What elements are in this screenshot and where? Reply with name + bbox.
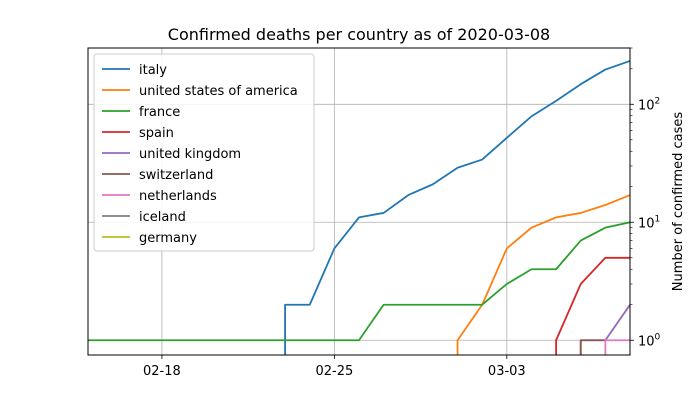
series-line-switzerland bbox=[579, 339, 606, 355]
legend-label-germany: germany bbox=[139, 231, 197, 246]
legend-label-italy: italy bbox=[139, 63, 167, 78]
series-line-netherlands bbox=[604, 339, 630, 355]
legend-label-switzerland: switzerland bbox=[139, 168, 213, 183]
legend-label-iceland: iceland bbox=[139, 210, 186, 225]
series-line-italy bbox=[284, 60, 630, 355]
series-line-spain bbox=[555, 256, 630, 355]
legend-box bbox=[93, 53, 315, 252]
x-tick-label: 02-18 bbox=[143, 364, 181, 379]
plot-frame bbox=[87, 47, 631, 356]
x-tick-label: 03-03 bbox=[488, 364, 526, 379]
series-layer bbox=[88, 60, 630, 355]
series-line-united-states-of-america bbox=[456, 194, 630, 355]
x-axis: 02-18 02-25 03-03 bbox=[143, 355, 526, 379]
y-axis-title: Number of confirmed cases bbox=[671, 112, 686, 292]
x-tick-label: 02-25 bbox=[315, 364, 353, 379]
legend-label-spain: spain bbox=[139, 126, 174, 141]
y-axis: 100 101 102 bbox=[630, 47, 661, 349]
legend-label-united-kingdom: united kingdom bbox=[139, 147, 241, 162]
legend: italy united states of america france spain… bbox=[93, 53, 315, 252]
y-tick-label: 101 bbox=[638, 214, 660, 231]
legend-label-france: france bbox=[139, 105, 180, 120]
y-tick-label: 102 bbox=[638, 96, 660, 113]
series-line-france bbox=[88, 221, 630, 342]
legend-label-united-states-of-america: united states of america bbox=[139, 84, 298, 99]
chart-title: Confirmed deaths per country as of 2020-… bbox=[168, 25, 550, 44]
y-tick-label: 100 bbox=[638, 332, 661, 349]
legend-label-netherlands: netherlands bbox=[139, 189, 217, 204]
